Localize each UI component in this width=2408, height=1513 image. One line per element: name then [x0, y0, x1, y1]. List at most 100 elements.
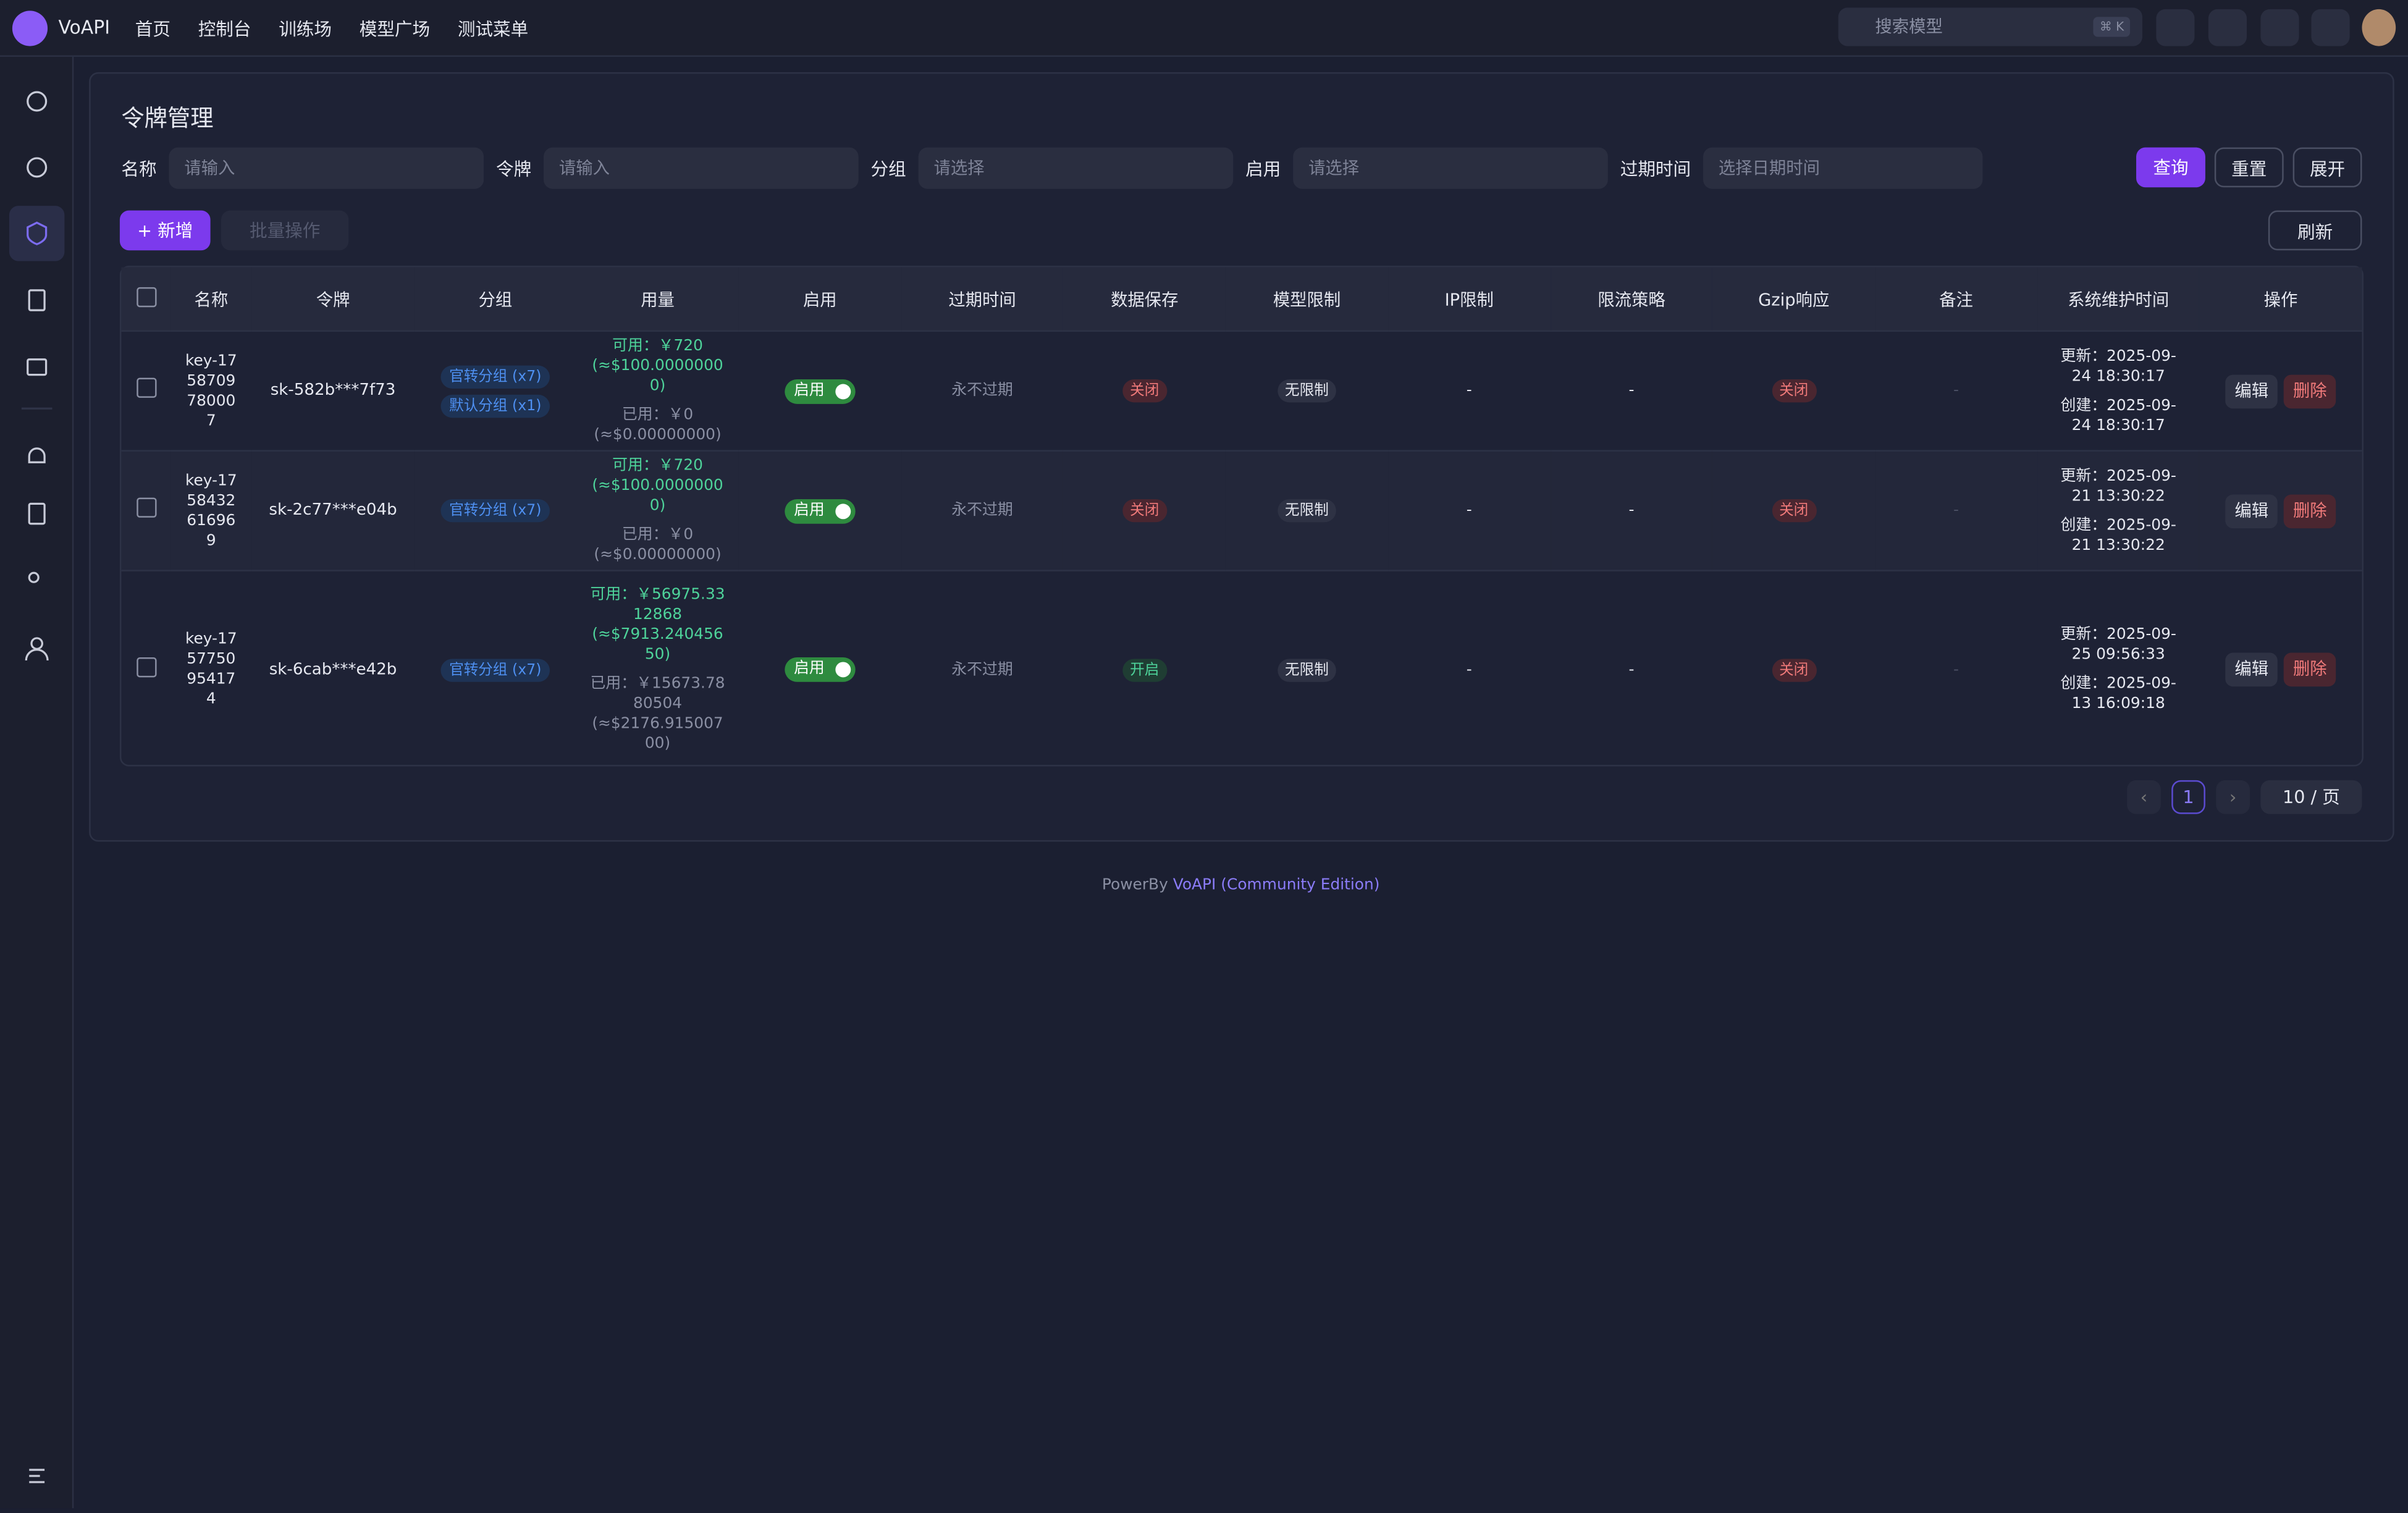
- created-time: 创建：2025-09-13 16:09:18: [2060, 676, 2176, 714]
- reset-button[interactable]: 重置: [2214, 147, 2284, 188]
- icon[interactable]: [28, 571, 40, 583]
- gzip-cell: 关闭: [1712, 330, 1875, 451]
- active-item[interactable]: [9, 206, 65, 261]
- page-size[interactable]: 10 / 页: [2260, 780, 2362, 814]
- next-page[interactable]: ›: [2216, 780, 2250, 814]
- collapse-icon[interactable]: [29, 1469, 45, 1483]
- token-table: 名称 令牌 分组 用量 启用 过期时间 数据保存 模型限制 IP限制 限流策略 Gzip响应 备注 系统…: [121, 267, 2362, 769]
- prev-page[interactable]: ‹: [2127, 780, 2161, 814]
- table-row: key-1757750954174 sk-6cab***e42b 官转分组 (x7)…: [121, 570, 2362, 769]
- usage-available-usd: (≈$7913.24045650): [592, 626, 723, 664]
- add-button[interactable]: + 新增: [119, 210, 211, 251]
- query-button[interactable]: 查询: [2136, 147, 2205, 188]
- search-shortcut: ⌘ K: [2093, 17, 2131, 37]
- expiry-cell: 永不过期: [901, 570, 1064, 769]
- search-box[interactable]: 搜索模型 ⌘ K: [1838, 7, 2142, 46]
- column-header: 令牌: [251, 267, 415, 331]
- group-cell: 官转分组 (x7) 默认分组 (x1): [414, 330, 577, 451]
- usage-available-usd: (≈$100.00000000): [592, 478, 723, 515]
- icon[interactable]: [30, 637, 43, 650]
- edit-button[interactable]: 编辑: [2225, 374, 2278, 408]
- checkbox-cell: [121, 450, 170, 571]
- avatar[interactable]: [2362, 9, 2396, 46]
- icon[interactable]: [28, 502, 46, 525]
- page-title: 令牌管理: [121, 104, 214, 132]
- filter-input[interactable]: 请输入: [169, 147, 484, 189]
- translate-button[interactable]: [2156, 9, 2195, 46]
- filter-input[interactable]: 请选择: [918, 147, 1234, 189]
- table-body: key-1758709780007 sk-582b***7f73 官转分组 (x7)…: [121, 330, 2362, 769]
- enable-switch[interactable]: 启用: [785, 657, 856, 683]
- checkbox[interactable]: [136, 286, 156, 306]
- nav-item[interactable]: 首页: [135, 18, 170, 40]
- current-page[interactable]: 1: [2171, 780, 2205, 814]
- filter-label: 名称: [121, 157, 157, 179]
- filter-label: 启用: [1245, 157, 1281, 179]
- usage-available-usd: (≈$100.00000000): [592, 358, 723, 395]
- icon[interactable]: [27, 358, 48, 376]
- delete-button[interactable]: 删除: [2283, 494, 2336, 528]
- expiry-cell: 永不过期: [901, 330, 1064, 451]
- icon[interactable]: [27, 157, 48, 178]
- edit-button[interactable]: 编辑: [2225, 653, 2278, 687]
- ip-limit-cell: -: [1387, 570, 1551, 769]
- column-header: 用量: [576, 267, 739, 331]
- maintenance-cell: 更新：2025-09-25 09:56:33 创建：2025-09-13 16:0…: [2037, 570, 2200, 769]
- icon[interactable]: [28, 289, 46, 311]
- nav-item[interactable]: 测试菜单: [457, 18, 529, 40]
- checkbox[interactable]: [136, 377, 156, 398]
- model-limit-cell: 无限制: [1226, 330, 1388, 451]
- actions-cell: 编辑 删除: [2199, 570, 2362, 769]
- model-limit-tag: 无限制: [1277, 379, 1337, 403]
- group-tag: 官转分组 (x7): [441, 365, 549, 388]
- token-name: key-1758709780007: [185, 352, 237, 429]
- nav-item[interactable]: 控制台: [198, 18, 251, 40]
- icon[interactable]: [27, 91, 48, 112]
- filter-input[interactable]: 选择日期时间: [1703, 147, 1983, 189]
- delete-button[interactable]: 删除: [2283, 374, 2336, 408]
- group-tag: 官转分组 (x7): [441, 499, 549, 523]
- column-header: Gzip响应: [1712, 267, 1875, 331]
- filter-input[interactable]: 请输入: [544, 147, 859, 189]
- enabled-cell: 启用: [738, 570, 901, 769]
- expand-button[interactable]: 展开: [2292, 147, 2362, 188]
- checkbox[interactable]: [136, 497, 156, 518]
- footer-link[interactable]: VoAPI (Community Edition): [1172, 877, 1380, 894]
- expiry-cell: 永不过期: [901, 450, 1064, 571]
- enabled-cell: 启用: [738, 450, 901, 571]
- updated-time: 更新：2025-09-25 09:56:33: [2060, 626, 2176, 664]
- refresh-button[interactable]: 刷新: [2268, 210, 2362, 251]
- nav-item[interactable]: 训练场: [279, 18, 332, 40]
- settings-button[interactable]: [2311, 9, 2350, 46]
- token-name: key-1757750954174: [185, 631, 237, 709]
- icon[interactable]: [28, 447, 46, 463]
- usage-cell: 可用：￥720 (≈$100.00000000) 已用：￥0 (≈$0.0000000…: [576, 450, 739, 571]
- icon: [27, 221, 48, 245]
- data-save-cell: 开启: [1063, 570, 1226, 769]
- theme-button[interactable]: [2208, 9, 2247, 46]
- maintenance-cell: 更新：2025-09-24 18:30:17 创建：2025-09-24 18:3…: [2037, 330, 2200, 451]
- group-tag: 默认分组 (x1): [441, 394, 549, 417]
- filter-input[interactable]: 请选择: [1293, 147, 1608, 189]
- nav-item[interactable]: 模型广场: [359, 18, 431, 40]
- usage-available: 可用：￥56975.3312868: [590, 587, 725, 624]
- batch-button[interactable]: 批量操作: [221, 210, 349, 251]
- note-cell: -: [1875, 450, 2037, 571]
- header-checkbox[interactable]: [121, 267, 170, 331]
- notification-button[interactable]: [2260, 9, 2299, 46]
- edit-button[interactable]: 编辑: [2225, 494, 2278, 528]
- rate-limit-cell: -: [1550, 570, 1713, 769]
- brand[interactable]: VoAPI: [58, 17, 111, 39]
- checkbox[interactable]: [136, 657, 156, 677]
- enable-switch[interactable]: 启用: [785, 378, 856, 403]
- token-card: 令牌管理 名称 请输入 令牌 请输入 分组 请选择 启用 请选择 过期时间 选择日期时间 查询 重…: [89, 72, 2394, 842]
- column-header: IP限制: [1387, 267, 1551, 331]
- maintenance-cell: 更新：2025-09-21 13:30:22 创建：2025-09-21 13:3…: [2037, 450, 2200, 571]
- checkbox-cell: [121, 330, 170, 451]
- delete-button[interactable]: 删除: [2283, 653, 2336, 687]
- sidebar-icons: [9, 91, 65, 1483]
- sidebar: [0, 56, 74, 1509]
- updated-time: 更新：2025-09-21 13:30:22: [2060, 467, 2176, 505]
- enable-switch[interactable]: 启用: [785, 498, 856, 523]
